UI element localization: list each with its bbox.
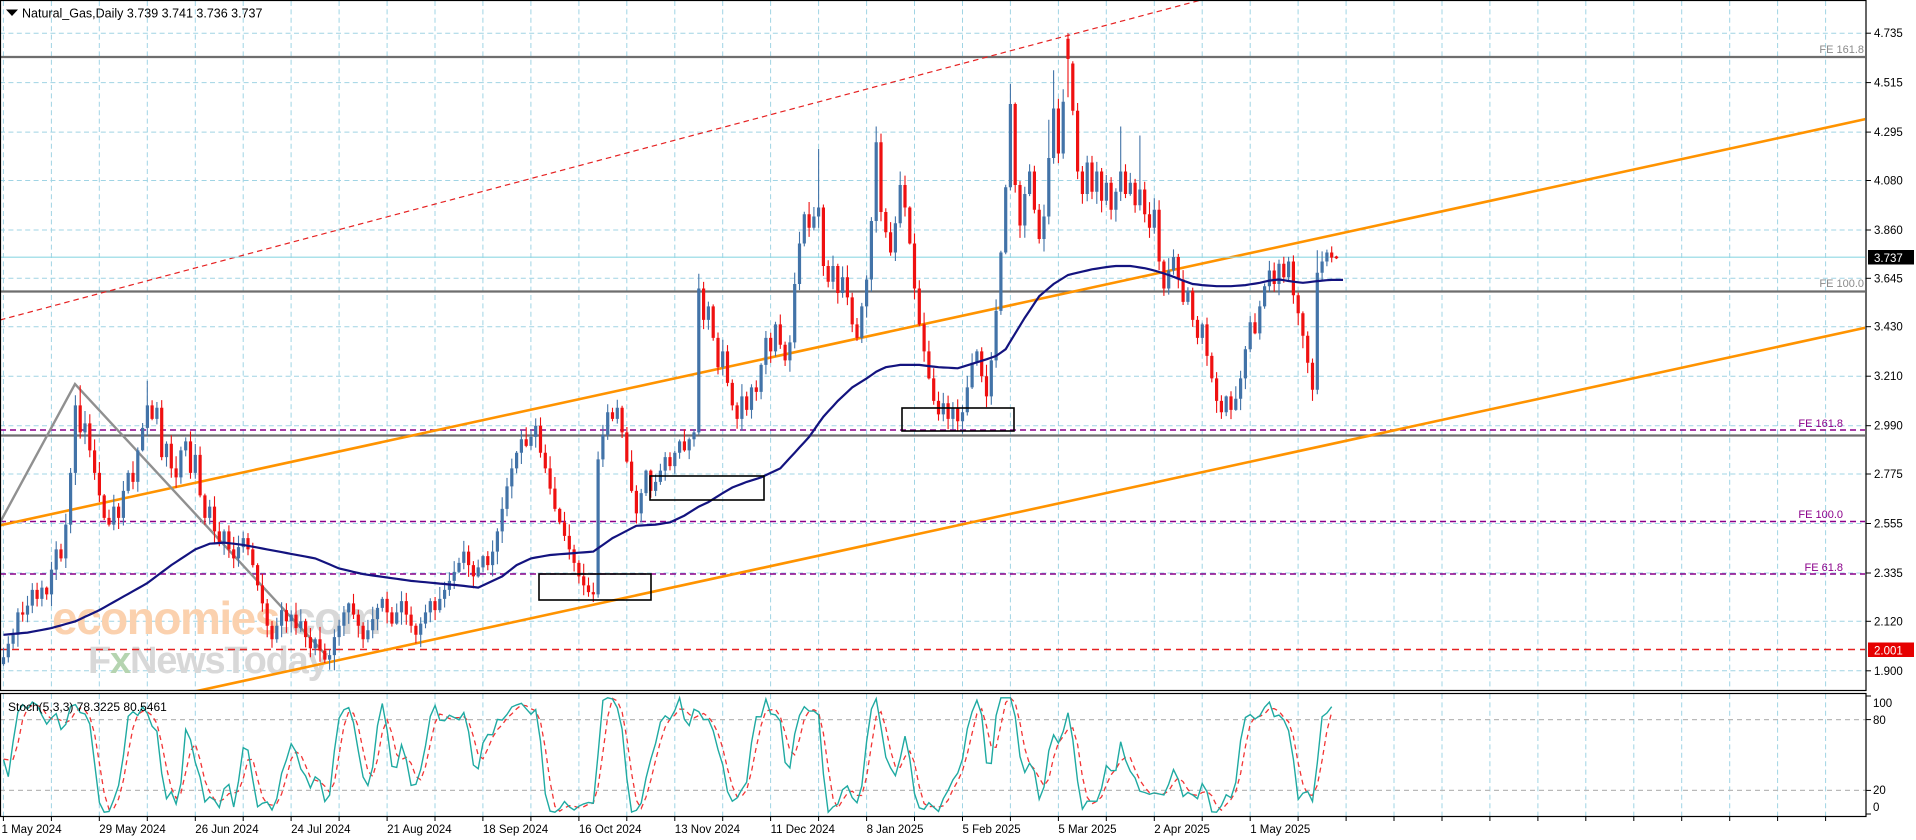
svg-text:80: 80 [1873, 715, 1886, 727]
svg-text:FxNewsToday: FxNewsToday [88, 640, 329, 682]
svg-text:2.335: 2.335 [1874, 568, 1903, 580]
svg-text:11 Dec 2024: 11 Dec 2024 [771, 824, 836, 836]
svg-text:13 Nov 2024: 13 Nov 2024 [675, 824, 741, 836]
svg-text:0: 0 [1873, 802, 1879, 814]
svg-text:16 Oct 2024: 16 Oct 2024 [579, 824, 642, 836]
svg-text:4.515: 4.515 [1874, 78, 1903, 90]
svg-text:1.900: 1.900 [1874, 666, 1903, 678]
svg-text:2.555: 2.555 [1874, 519, 1903, 531]
svg-text:20: 20 [1873, 785, 1886, 797]
svg-text:economies.com: economies.com [52, 592, 380, 644]
svg-text:24 Jul 2024: 24 Jul 2024 [291, 824, 351, 836]
svg-text:2 Apr 2025: 2 Apr 2025 [1154, 824, 1210, 836]
svg-text:18 Sep 2024: 18 Sep 2024 [483, 824, 549, 836]
svg-text:Natural_Gas,Daily 3.739 3.741: Natural_Gas,Daily 3.739 3.741 3.736 3.73… [22, 7, 262, 21]
svg-text:29 May 2024: 29 May 2024 [99, 824, 166, 836]
svg-text:3.430: 3.430 [1874, 322, 1903, 334]
svg-text:3.210: 3.210 [1874, 371, 1903, 383]
svg-text:26 Jun 2024: 26 Jun 2024 [195, 824, 259, 836]
svg-text:1 May 2024: 1 May 2024 [2, 824, 63, 836]
svg-text:3.737: 3.737 [1874, 253, 1903, 265]
svg-text:3.860: 3.860 [1874, 225, 1903, 237]
svg-text:21 Aug 2024: 21 Aug 2024 [387, 824, 452, 836]
svg-text:4.295: 4.295 [1874, 127, 1903, 139]
svg-text:4.080: 4.080 [1874, 176, 1903, 188]
svg-text:Stoch(5,3,3) 78.3225 80.5461: Stoch(5,3,3) 78.3225 80.5461 [8, 700, 167, 714]
svg-text:2.775: 2.775 [1874, 469, 1903, 481]
svg-text:2.990: 2.990 [1874, 421, 1903, 433]
svg-text:FE 61.8: FE 61.8 [1804, 562, 1843, 574]
svg-text:5 Mar 2025: 5 Mar 2025 [1058, 824, 1116, 836]
svg-text:FE 161.8: FE 161.8 [1798, 418, 1843, 430]
svg-text:100: 100 [1873, 698, 1892, 710]
svg-text:2.001: 2.001 [1874, 646, 1903, 658]
svg-text:FE 161.8: FE 161.8 [1819, 44, 1864, 56]
svg-text:8 Jan 2025: 8 Jan 2025 [867, 824, 924, 836]
svg-text:3.645: 3.645 [1874, 273, 1903, 285]
svg-text:1 May 2025: 1 May 2025 [1250, 824, 1310, 836]
svg-text:5 Feb 2025: 5 Feb 2025 [963, 824, 1021, 836]
svg-text:2.120: 2.120 [1874, 616, 1903, 628]
svg-text:FE 100.0: FE 100.0 [1819, 278, 1864, 290]
svg-text:FE 100.0: FE 100.0 [1798, 509, 1843, 521]
svg-text:4.735: 4.735 [1874, 28, 1903, 40]
